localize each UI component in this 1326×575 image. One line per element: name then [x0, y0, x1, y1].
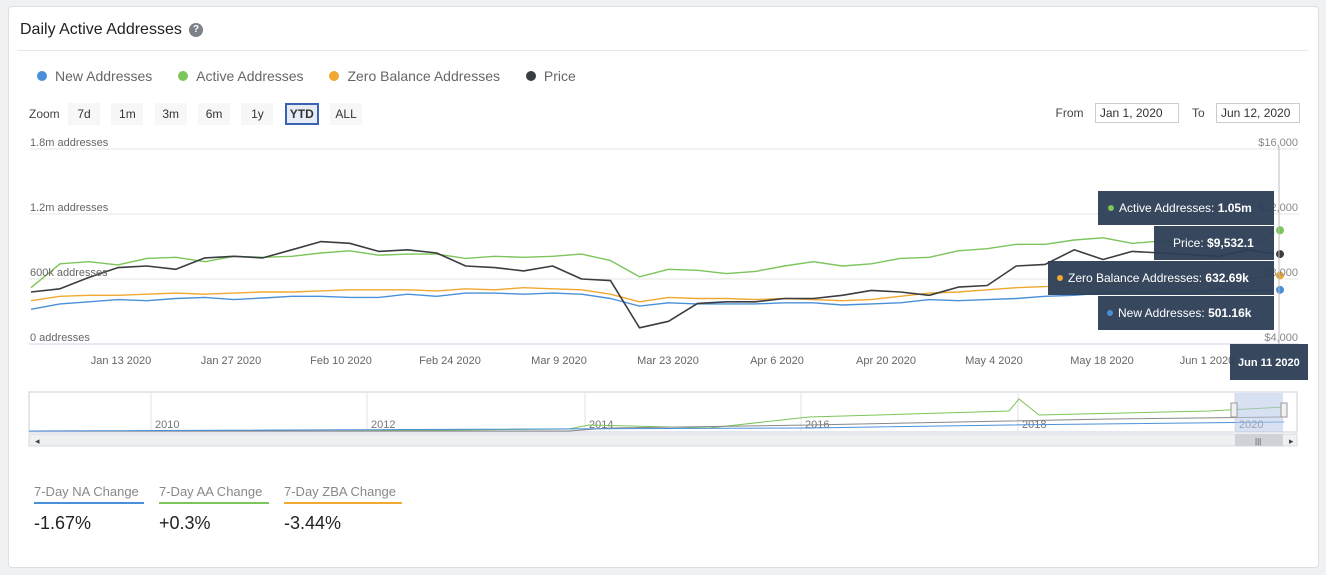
y-right-tick-label: $16,000 — [1258, 137, 1298, 149]
change-aa-value: +0.3% — [159, 513, 211, 533]
series-end-marker — [1274, 283, 1286, 296]
scroll-right-icon[interactable]: ▸ — [1289, 436, 1294, 446]
to-label: To — [1191, 106, 1205, 120]
zoom-bar: Zoom 7d 1m 3m 6m 1y YTD ALL — [29, 103, 370, 125]
legend: New Addresses Active Addresses Zero Bala… — [37, 68, 598, 84]
x-tick-label: Jun 1 2020 — [1180, 355, 1234, 367]
navigator-new-line — [28, 421, 1285, 432]
x-tick-label: Apr 6 2020 — [750, 355, 804, 367]
y-right-tick-label: $8,000 — [1264, 267, 1298, 279]
zoom-1m-button[interactable]: 1m — [111, 103, 144, 125]
y-left-tick-label: 600k addresses — [30, 267, 108, 279]
zoom-all-button[interactable]: ALL — [330, 103, 363, 125]
change-zba: 7-Day ZBA Change -3.44% — [284, 483, 402, 534]
legend-dot-icon — [37, 71, 47, 81]
series-end-marker — [1274, 248, 1286, 261]
navigator-frame — [28, 391, 1298, 433]
change-zba-label: 7-Day ZBA Change — [284, 484, 402, 504]
scroll-left-icon[interactable]: ◂ — [35, 436, 40, 446]
y-left-tick-label: 1.2m addresses — [30, 202, 109, 214]
axis-labels: 0 addresses $4,000 600k addresses $8,000 1.2… — [30, 137, 1298, 367]
legend-label: Active Addresses — [196, 68, 304, 84]
change-na: 7-Day NA Change -1.67% — [34, 483, 144, 534]
series-line-price — [30, 240, 1278, 329]
change-aa-label: 7-Day AA Change — [159, 484, 269, 504]
series-end-marker — [1274, 269, 1286, 282]
legend-item-active-addresses[interactable]: Active Addresses — [178, 68, 304, 84]
from-label: From — [1055, 106, 1084, 120]
title-divider — [17, 50, 1308, 51]
x-tick-label: Mar 9 2020 — [531, 355, 587, 367]
scrollbar-grip-icon[interactable]: ||| — [1255, 437, 1261, 446]
date-range: From Jan 1, 2020 To Jun 12, 2020 — [1055, 103, 1300, 123]
navigator-handle-left[interactable] — [1230, 402, 1238, 418]
legend-dot-icon — [178, 71, 189, 81]
page-title: Daily Active Addresses — [20, 21, 182, 38]
change-zba-value: -3.44% — [284, 513, 342, 533]
legend-item-price[interactable]: Price — [525, 68, 576, 84]
legend-dot-icon — [525, 71, 536, 81]
x-tick-label: Feb 10 2020 — [310, 355, 372, 367]
navigator-year-label: 2010 — [155, 419, 179, 431]
x-tick-label: Jan 27 2020 — [201, 355, 262, 367]
grid — [29, 148, 1299, 345]
legend-item-new-addresses[interactable]: New Addresses — [37, 68, 152, 84]
main-chart[interactable]: 0 addresses $4,000 600k addresses $8,000 1.2… — [9, 7, 1318, 457]
legend-label: New Addresses — [55, 68, 153, 84]
navigator-handle-right[interactable] — [1280, 402, 1288, 418]
x-tick-label: May 4 2020 — [965, 355, 1022, 367]
legend-label: Price — [543, 68, 576, 84]
x-tick-label: Apr 20 2020 — [856, 355, 916, 367]
navigator-selection[interactable] — [1235, 393, 1283, 432]
x-tick-label: Feb 24 2020 — [419, 355, 481, 367]
chart-card: Daily Active Addresses ? New Addresses A… — [8, 6, 1319, 568]
y-left-tick-label: 1.8m addresses — [30, 137, 109, 149]
y-right-tick-label: $4,000 — [1264, 332, 1298, 344]
y-left-tick-label: 0 addresses — [30, 332, 90, 344]
change-na-label: 7-Day NA Change — [34, 484, 144, 504]
help-icon[interactable]: ? — [189, 23, 203, 37]
change-na-value: -1.67% — [34, 513, 92, 533]
zoom-3m-button[interactable]: 3m — [154, 103, 187, 125]
series-end-marker — [1274, 224, 1286, 237]
to-date-input[interactable]: Jun 12, 2020 — [1216, 103, 1300, 123]
legend-item-zero-balance-addresses[interactable]: Zero Balance Addresses — [329, 68, 500, 84]
zoom-ytd-button[interactable]: YTD — [284, 103, 319, 125]
zoom-7d-button[interactable]: 7d — [68, 103, 101, 125]
scrollbar-thumb[interactable] — [1235, 434, 1283, 446]
scrollbar-track[interactable] — [28, 433, 1298, 447]
change-aa: 7-Day AA Change +0.3% — [159, 483, 269, 534]
x-tick-label: Mar 23 2020 — [637, 355, 699, 367]
legend-dot-icon — [329, 71, 340, 81]
navigator-price-line — [29, 416, 1285, 432]
x-tick-label: May 18 2020 — [1070, 355, 1134, 367]
zoom-6m-button[interactable]: 6m — [198, 103, 231, 125]
zoom-label: Zoom — [29, 107, 60, 121]
series-lines — [30, 224, 1286, 329]
legend-label: Zero Balance Addresses — [347, 68, 500, 84]
navigator[interactable]: 201020122014201620182020 ◂ ▸ ||| — [28, 391, 1298, 447]
series-line-new-addresses — [30, 288, 1278, 310]
from-date-input[interactable]: Jan 1, 2020 — [1094, 103, 1179, 123]
navigator-year-label: 2012 — [371, 419, 395, 431]
zoom-1y-button[interactable]: 1y — [241, 103, 274, 125]
x-tick-label: Jan 13 2020 — [91, 355, 152, 367]
y-right-tick-label: $12,000 — [1258, 202, 1298, 214]
